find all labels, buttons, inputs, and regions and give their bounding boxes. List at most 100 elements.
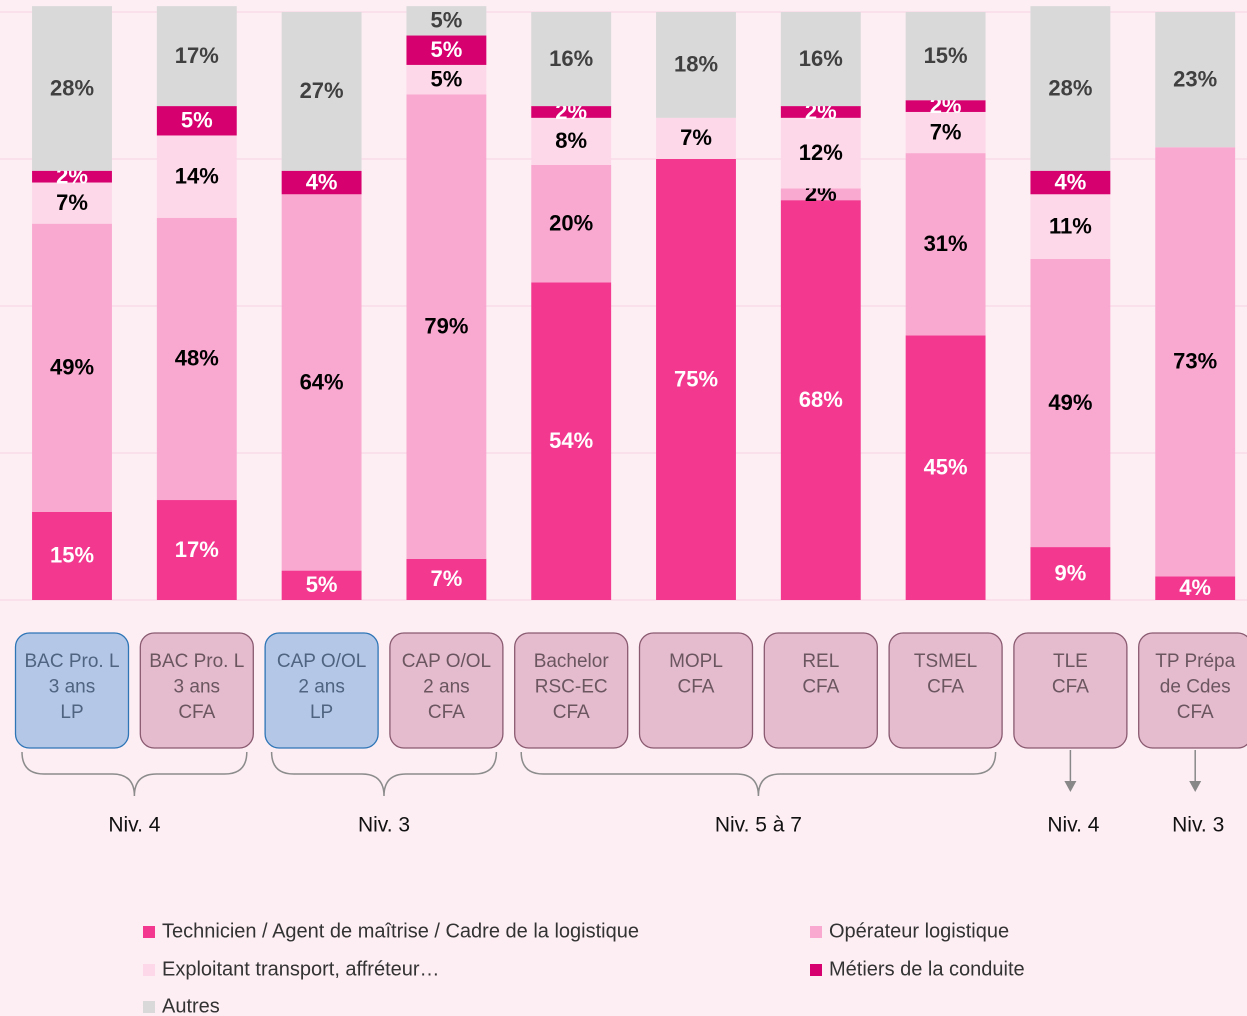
group-arrowhead <box>1064 781 1077 792</box>
category-label: TP Prépa <box>1155 651 1235 672</box>
category-label: REL <box>802 651 839 672</box>
category-label: CFA <box>678 677 715 698</box>
category-label: TLE <box>1053 651 1088 672</box>
value-label: 5% <box>431 66 463 91</box>
bar-segment <box>406 6 487 36</box>
bar-segment <box>32 223 112 512</box>
bar-segment <box>531 164 612 283</box>
value-label: 5% <box>306 572 338 597</box>
bar-segment <box>780 200 861 600</box>
legend-swatch <box>143 1001 155 1013</box>
bar-segment <box>32 511 112 600</box>
category-box <box>139 632 254 749</box>
category-box <box>888 632 1003 749</box>
value-label: 48% <box>175 346 219 371</box>
bar-segment <box>281 12 362 171</box>
bar-segment <box>780 188 861 201</box>
value-label: 16% <box>799 46 843 71</box>
bar-segment <box>656 117 736 159</box>
category-label: CFA <box>1177 702 1214 723</box>
bar-segment <box>1030 170 1111 195</box>
category-label: BAC Pro. L <box>149 651 244 672</box>
bar-segment <box>1155 147 1236 577</box>
value-label: 7% <box>680 125 712 150</box>
bar-segment <box>156 500 237 600</box>
bar-segment <box>406 558 487 600</box>
value-label: 5% <box>181 108 213 133</box>
category-label: CFA <box>1052 677 1089 698</box>
bar-segment <box>1030 547 1111 600</box>
category-label: LP <box>310 702 333 723</box>
value-label: 11% <box>1049 213 1092 238</box>
bar-segment <box>780 117 861 189</box>
value-label: 5% <box>431 8 463 33</box>
group-label: Niv. 3 <box>1172 814 1224 837</box>
bar-segment <box>281 194 362 571</box>
bar-segment <box>531 282 612 600</box>
bar-segment <box>905 12 986 101</box>
bar-segment <box>406 35 487 65</box>
value-label: 28% <box>50 75 94 100</box>
bar-segment <box>780 12 861 107</box>
legend-label: Opérateur logistique <box>829 920 1009 942</box>
category-label: Bachelor <box>534 651 610 672</box>
value-label: 73% <box>1173 349 1217 374</box>
legend-label: Exploitant transport, affréteur… <box>162 958 440 980</box>
category-label: CFA <box>553 702 590 723</box>
bar-segment <box>406 94 487 559</box>
category-label: CFA <box>802 677 839 698</box>
legend-swatch <box>810 926 822 938</box>
group-label: Niv. 4 <box>1047 814 1099 837</box>
value-label: 64% <box>300 369 344 394</box>
group-label: Niv. 3 <box>358 814 410 837</box>
category-box <box>1013 632 1128 749</box>
category-label: de Cdes <box>1160 677 1231 698</box>
bar-segment <box>156 217 237 501</box>
group-bracket <box>270 751 498 797</box>
value-label: 31% <box>924 231 968 256</box>
value-label: 17% <box>175 43 219 68</box>
category-label: TSMEL <box>914 651 977 672</box>
legend-label: Technicien / Agent de maîtrise / Cadre d… <box>162 920 639 942</box>
legend-label: Autres <box>162 995 220 1016</box>
category-label: RSC-EC <box>535 677 608 698</box>
category-box <box>264 632 379 749</box>
bar-segment <box>281 570 362 600</box>
value-label: 15% <box>924 43 968 68</box>
bar-segment <box>156 106 237 136</box>
group-arrowhead <box>1189 781 1202 792</box>
category-label: 2 ans <box>298 677 344 698</box>
category-label: CFA <box>428 702 465 723</box>
category-box <box>514 632 629 749</box>
value-label: 16% <box>549 46 593 71</box>
legend-swatch <box>143 926 155 938</box>
bar-segment <box>780 106 861 118</box>
category-label: LP <box>60 702 83 723</box>
value-label: 68% <box>799 387 843 412</box>
bar-segment <box>32 182 112 224</box>
value-label: 17% <box>175 537 219 562</box>
value-label: 23% <box>1173 66 1217 91</box>
legend-swatch <box>810 964 822 976</box>
bar-segment <box>905 153 986 336</box>
category-label: 3 ans <box>49 677 95 698</box>
value-label: 27% <box>300 78 344 103</box>
group-bracket <box>21 751 248 797</box>
value-label: 79% <box>424 313 468 338</box>
category-label: CFA <box>178 702 215 723</box>
legend-label: Métiers de la conduite <box>829 958 1025 980</box>
bar-segment <box>656 12 736 118</box>
value-label: 12% <box>799 140 843 165</box>
bar-segment <box>281 170 362 195</box>
value-label: 45% <box>924 455 968 480</box>
category-box <box>14 632 130 749</box>
bar-segment <box>1155 12 1236 148</box>
value-label: 9% <box>1055 560 1087 585</box>
bar-segment <box>531 12 612 107</box>
group-label: Niv. 5 à 7 <box>715 814 802 837</box>
bar-segment <box>1030 194 1111 259</box>
value-label: 15% <box>50 543 94 568</box>
bar-segment <box>1030 6 1111 171</box>
value-label: 8% <box>555 128 587 153</box>
bar-segment <box>156 135 237 218</box>
